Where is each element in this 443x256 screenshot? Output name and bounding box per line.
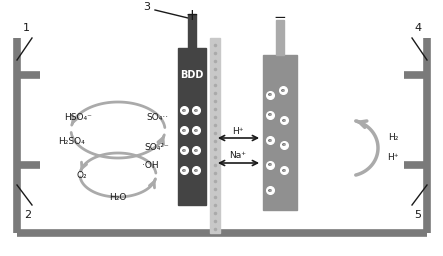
Text: H₂: H₂ (388, 133, 398, 143)
Bar (210, 38, 220, 233)
Bar (188, 14, 196, 48)
Text: e: e (182, 108, 186, 112)
Text: e: e (182, 167, 186, 173)
Text: e: e (268, 187, 272, 193)
Text: 5: 5 (415, 210, 421, 220)
Text: 4: 4 (415, 23, 422, 33)
Text: e: e (268, 92, 272, 98)
Text: H⁺: H⁺ (232, 126, 244, 135)
Text: H₂SO₄: H₂SO₄ (58, 137, 85, 146)
Text: +: + (186, 8, 198, 23)
Bar (178, 48, 206, 205)
Text: e: e (282, 118, 286, 123)
Bar (276, 20, 284, 55)
Text: BDD: BDD (180, 70, 204, 80)
Text: 3: 3 (144, 2, 151, 12)
Text: e: e (194, 167, 198, 173)
Text: e: e (194, 108, 198, 112)
Text: H₂O: H₂O (109, 193, 127, 201)
Text: −: − (274, 10, 286, 25)
Text: e: e (182, 147, 186, 153)
Text: SO₄²⁻: SO₄²⁻ (144, 144, 169, 153)
Text: ·OH: ·OH (142, 161, 158, 169)
Text: e: e (268, 112, 272, 118)
Text: Na⁺: Na⁺ (229, 152, 246, 161)
Text: SO₄··: SO₄·· (146, 113, 168, 123)
Bar (263, 55, 297, 210)
Text: e: e (268, 137, 272, 143)
Text: e: e (268, 163, 272, 167)
Text: HSO₄⁻: HSO₄⁻ (64, 113, 92, 123)
Text: O₂: O₂ (77, 170, 87, 179)
Text: 2: 2 (24, 210, 31, 220)
Text: H⁺: H⁺ (387, 154, 399, 163)
Text: 1: 1 (23, 23, 30, 33)
Text: e: e (281, 88, 285, 92)
Text: e: e (182, 127, 186, 133)
Text: e: e (282, 143, 286, 147)
Text: e: e (194, 147, 198, 153)
Text: e: e (282, 167, 286, 173)
Text: e: e (194, 127, 198, 133)
